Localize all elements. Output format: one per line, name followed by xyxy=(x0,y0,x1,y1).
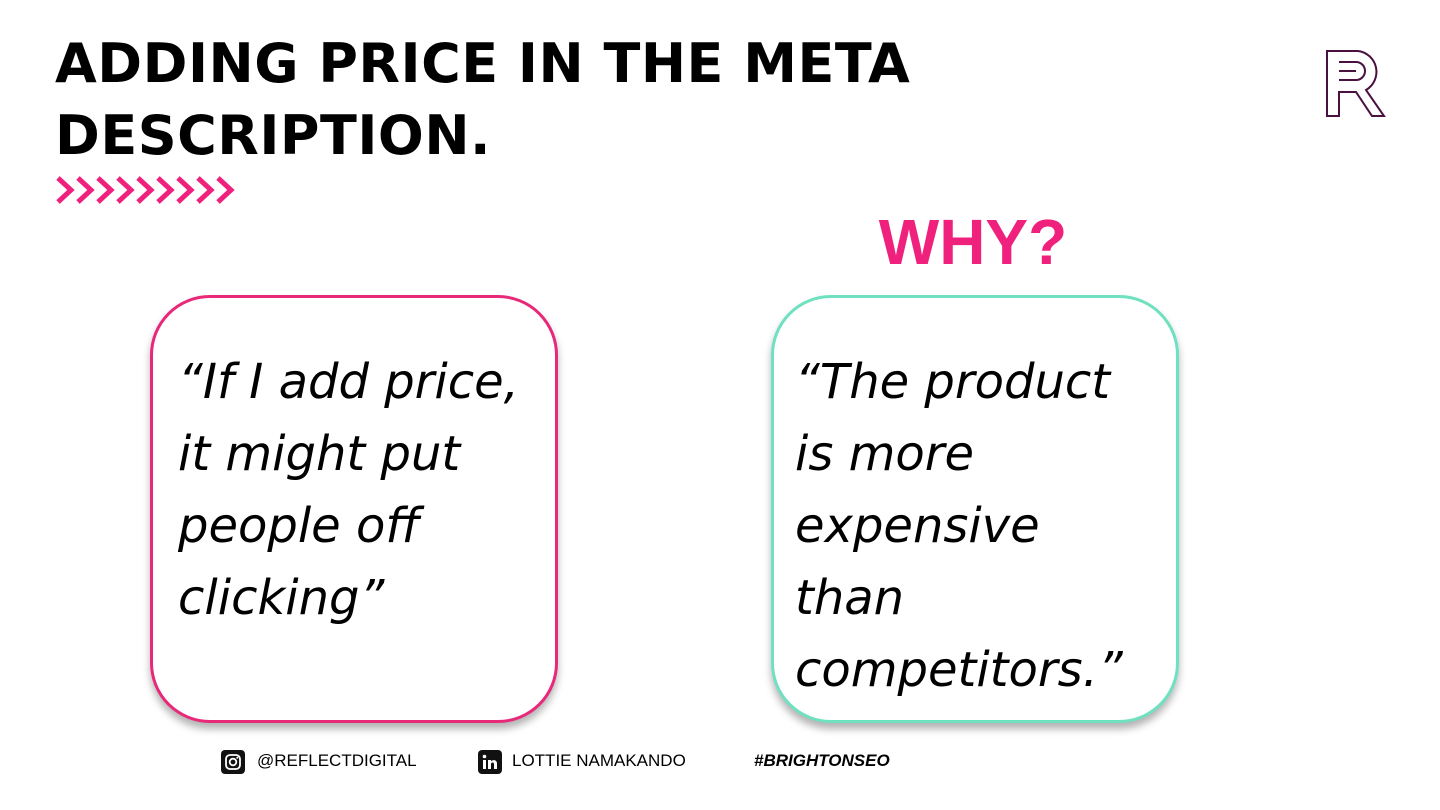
linkedin-icon xyxy=(478,750,502,774)
instagram-icon xyxy=(221,750,245,774)
quote-line: is more xyxy=(795,426,974,482)
quote-line: than xyxy=(795,570,905,626)
quote-box xyxy=(771,295,1179,723)
quote-line: clicking” xyxy=(178,570,385,626)
title-line: DESCRIPTION. xyxy=(55,104,492,167)
quote-line: people off xyxy=(178,498,420,554)
quote-line: “If I add price, xyxy=(178,354,519,410)
chevrons xyxy=(56,176,235,204)
title-line: ADDING PRICE IN THE META xyxy=(55,32,911,95)
quote-line: competitors.” xyxy=(795,642,1123,698)
hashtag: #BRIGHTONSEO xyxy=(754,751,890,770)
why-heading: WHY? xyxy=(878,206,1068,278)
quote-line: expensive xyxy=(795,498,1040,554)
linkedin-name: LOTTIE NAMAKANDO xyxy=(512,751,686,770)
quote: “If I add price, it might put people off cl… xyxy=(178,346,519,634)
quote-box xyxy=(150,295,558,723)
quote: “The product is more expensive than competit… xyxy=(795,346,1123,706)
logo xyxy=(1326,50,1386,117)
quote-line: “The product xyxy=(795,354,1111,410)
instagram-handle: @REFLECTDIGITAL xyxy=(257,751,417,770)
slide-title: ADDING PRICE IN THE META DESCRIPTION. xyxy=(55,28,910,172)
quote-line: it might put xyxy=(178,426,461,482)
